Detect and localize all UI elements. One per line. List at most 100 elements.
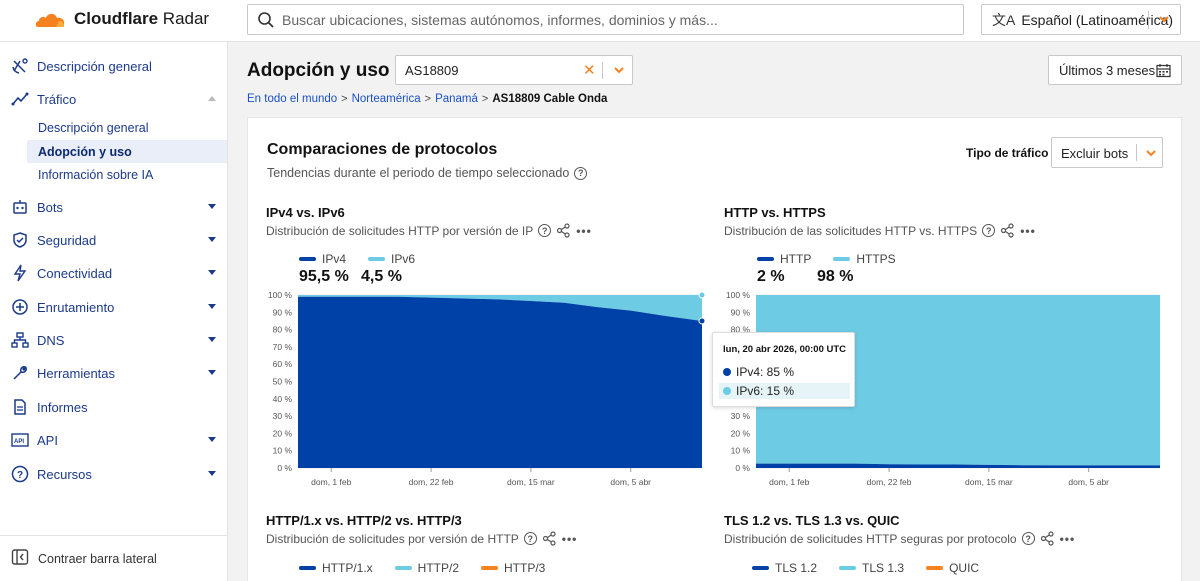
sidebar-item-label: Herramientas (37, 365, 116, 381)
sidebar-item-bots[interactable]: Bots (0, 192, 228, 222)
more-options-icon[interactable]: ••• (576, 223, 592, 238)
date-range-button[interactable]: Últimos 3 meses (1048, 55, 1182, 85)
asn-selector[interactable]: AS18809 ✕ (395, 55, 633, 85)
legend-item-ipv4[interactable]: IPv4 (299, 252, 346, 266)
legend-item-http3[interactable]: HTTP/3 (481, 561, 545, 575)
chevron-down-icon[interactable] (208, 270, 216, 275)
sidebar-item-security[interactable]: Seguridad (0, 225, 228, 255)
cloudflare-radar-logo[interactable]: Cloudflare Radar (34, 9, 209, 29)
api-icon: API (10, 430, 30, 450)
legend-item-https[interactable]: HTTPS (833, 252, 896, 266)
search-box[interactable] (247, 4, 964, 35)
chevron-up-icon[interactable] (208, 96, 216, 101)
ipv6-summary-value: 4,5 % (361, 268, 402, 285)
chevron-down-icon[interactable] (208, 370, 216, 375)
sidebar-item-api[interactable]: API API (0, 425, 228, 455)
ipv4-summary-value: 95,5 % (299, 268, 349, 285)
chevron-down-icon[interactable] (208, 204, 216, 209)
page-title: Adopción y uso (247, 60, 390, 81)
x-tick-label: dom, 22 feb (409, 477, 454, 487)
y-tick-label: 100 % (726, 290, 751, 300)
chevron-down-icon[interactable] (208, 337, 216, 342)
breadcrumb-link-world[interactable]: En todo el mundo (247, 93, 338, 105)
share-icon[interactable] (1000, 223, 1015, 238)
calendar-icon (1156, 64, 1171, 78)
divider (602, 62, 603, 79)
chevron-down-icon[interactable] (208, 304, 216, 309)
traffic-type-label: Tipo de tráfico (966, 146, 1049, 160)
x-tick-label: dom, 5 abr (610, 477, 651, 487)
share-icon[interactable] (556, 223, 571, 238)
ip-version-chart[interactable]: 100 % 90 % 80 % 70 % 60 % 50 % 40 % 30 % 20 % 10 … (260, 285, 710, 493)
chevron-down-icon[interactable] (1157, 12, 1171, 26)
legend-item-http1[interactable]: HTTP/1.x (299, 561, 373, 575)
language-label: Español (Latinoamérica) (1021, 11, 1174, 28)
legend-label: TLS 1.2 (775, 561, 818, 575)
chart-tooltip: lun, 20 abr 2026, 00:00 UTC IPv4: 85 % I… (712, 332, 855, 407)
traffic-type-select[interactable]: Excluir bots (1051, 137, 1163, 168)
asn-value: AS18809 (405, 63, 459, 78)
sidebar-item-tools[interactable]: Herramientas (0, 358, 228, 388)
language-selector[interactable]: 文A Español (Latinoamérica) (981, 4, 1181, 35)
more-options-icon[interactable]: ••• (1059, 531, 1076, 546)
sidebar-item-routing[interactable]: Enrutamiento (0, 292, 228, 322)
sidebar-item-overview[interactable]: Descripción general (0, 51, 228, 81)
share-icon[interactable] (542, 531, 557, 546)
breadcrumb: En todo el mundo > Norteamérica > Panamá… (247, 93, 607, 105)
legend-swatch (926, 566, 944, 570)
legend-item-ipv6[interactable]: IPv6 (368, 252, 415, 266)
sidebar-item-dns[interactable]: DNS (0, 325, 228, 355)
more-options-icon[interactable]: ••• (561, 531, 578, 546)
help-icon[interactable]: ? (982, 224, 996, 237)
tooltip-dot (723, 387, 731, 395)
help-icon[interactable]: ? (538, 224, 552, 237)
legend-item-tls13[interactable]: TLS 1.3 (839, 561, 904, 575)
help-icon[interactable]: ? (523, 532, 537, 545)
legend-item-http[interactable]: HTTP (757, 252, 811, 266)
x-tick-label: dom, 15 mar (507, 477, 555, 487)
breadcrumb-link-country[interactable]: Panamá (435, 93, 478, 105)
y-tick-label: 60 % (273, 359, 293, 369)
clear-icon[interactable]: ✕ (583, 62, 596, 79)
sidebar-item-label: Recursos (37, 466, 92, 482)
help-icon[interactable]: ? (574, 166, 588, 180)
tooltip-row-ipv6: IPv6: 15 % (719, 383, 850, 399)
httpver-panel-title: HTTP/1.x vs. HTTP/2 vs. HTTP/3 (266, 513, 462, 528)
card-subtitle-text: Tendencias durante el periodo de tiempo … (267, 166, 570, 180)
sidebar-item-traffic[interactable]: Tráfico (0, 84, 228, 114)
sidebar-item-label: Enrutamiento (37, 299, 115, 315)
httpver-panel-subtitle: Distribución de solicitudes por versión … (266, 531, 577, 546)
collapse-sidebar-button[interactable]: Contraer barra lateral (0, 535, 228, 581)
collapse-sidebar-label: Contraer barra lateral (38, 551, 157, 566)
help-icon[interactable]: ? (1021, 532, 1035, 545)
breadcrumb-link-region[interactable]: Norteamérica (351, 93, 421, 105)
area-series-ipv4 (298, 296, 702, 468)
chevron-down-icon[interactable] (612, 63, 626, 77)
sidebar-item-resources[interactable]: ? Recursos (0, 459, 228, 489)
search-input[interactable] (282, 11, 922, 28)
more-options-icon[interactable]: ••• (1020, 223, 1036, 238)
breadcrumb-current: AS18809 Cable Onda (492, 93, 608, 105)
chevron-down-icon[interactable] (208, 237, 216, 242)
legend-item-http2[interactable]: HTTP/2 (394, 561, 459, 575)
legend-label: IPv4 (322, 252, 347, 266)
chevron-down-icon[interactable] (1144, 146, 1158, 160)
svg-text:?: ? (17, 470, 23, 481)
sidebar-item-reports[interactable]: Informes (0, 392, 228, 422)
tooltip-row-ipv4: IPv4: 85 % (719, 364, 850, 380)
ip-panel-subtitle-text: Distribución de solicitudes HTTP por ver… (266, 223, 534, 238)
y-tick-label: 40 % (273, 394, 293, 404)
sidebar-subitem-adoption-usage[interactable]: Adopción y uso (27, 140, 227, 163)
traffic-type-value: Excluir bots (1061, 146, 1129, 161)
x-tick-label: dom, 5 abr (1068, 477, 1109, 487)
sidebar-subitem-traffic-overview[interactable]: Descripción general (38, 120, 149, 135)
sidebar-item-connectivity[interactable]: Conectividad (0, 258, 228, 288)
chevron-down-icon[interactable] (208, 437, 216, 442)
legend-item-tls12[interactable]: TLS 1.2 (752, 561, 817, 575)
chevron-down-icon[interactable] (208, 471, 216, 476)
share-icon[interactable] (1040, 531, 1055, 546)
tls-panel-subtitle: Distribución de solicitudes HTTP seguras… (724, 531, 1075, 546)
sidebar-subitem-ai-insights[interactable]: Información sobre IA (38, 167, 154, 182)
x-tick-label: dom, 1 feb (311, 477, 351, 487)
legend-item-quic[interactable]: QUIC (926, 561, 979, 575)
